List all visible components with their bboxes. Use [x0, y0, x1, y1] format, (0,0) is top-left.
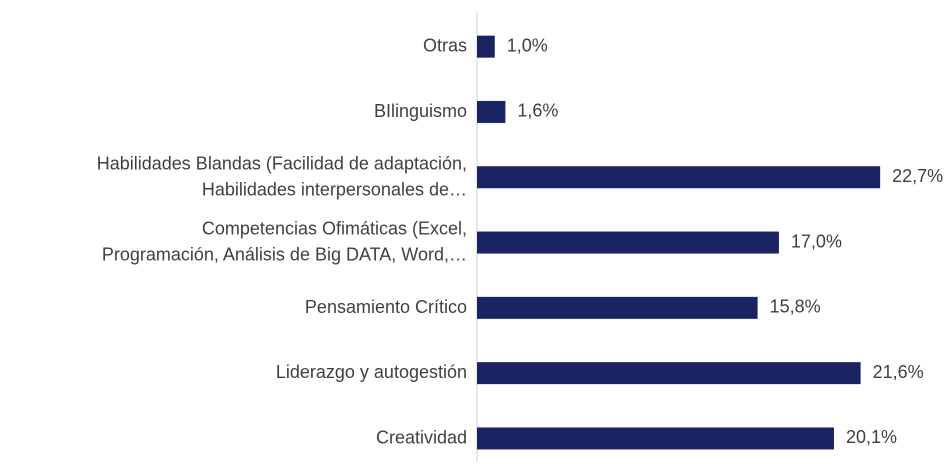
category-label: Habilidades Blandas (Facilidad de adapta… [97, 153, 467, 199]
value-label: 21,6% [873, 362, 924, 382]
category-label-line: Pensamiento Crítico [305, 297, 467, 317]
value-label: 1,6% [517, 101, 558, 121]
category-label: Pensamiento Crítico [305, 297, 467, 317]
bar [477, 427, 834, 450]
category-label-line: BIlinguismo [374, 101, 467, 121]
bar [477, 231, 779, 254]
category-label: Liderazgo y autogestión [276, 362, 467, 382]
bar [477, 35, 495, 58]
bar [477, 296, 758, 319]
value-label: 15,8% [770, 297, 821, 317]
category-label-line: Competencias Ofimáticas (Excel, [202, 218, 467, 238]
category-label-line: Liderazgo y autogestión [276, 362, 467, 382]
value-label: 1,0% [507, 35, 548, 55]
value-label: 20,1% [846, 427, 897, 447]
value-label: 22,7% [892, 166, 943, 186]
category-label: Competencias Ofimáticas (Excel, Programac… [102, 218, 467, 264]
value-label: 17,0% [791, 231, 842, 251]
category-label-line: Habilidades Blandas (Facilidad de adapta… [97, 153, 467, 173]
bar [477, 166, 881, 189]
category-label: Otras [423, 35, 467, 55]
category-label-line: Creatividad [376, 427, 467, 447]
category-label: Creatividad [376, 427, 467, 447]
category-label-line: Otras [423, 35, 467, 55]
category-label: BIlinguismo [374, 101, 467, 121]
bar [477, 362, 861, 385]
bar [477, 100, 506, 123]
category-label-line: Habilidades interpersonales de… [202, 179, 467, 199]
category-label-line: Programación, Análisis de Big DATA, Word… [102, 244, 467, 264]
